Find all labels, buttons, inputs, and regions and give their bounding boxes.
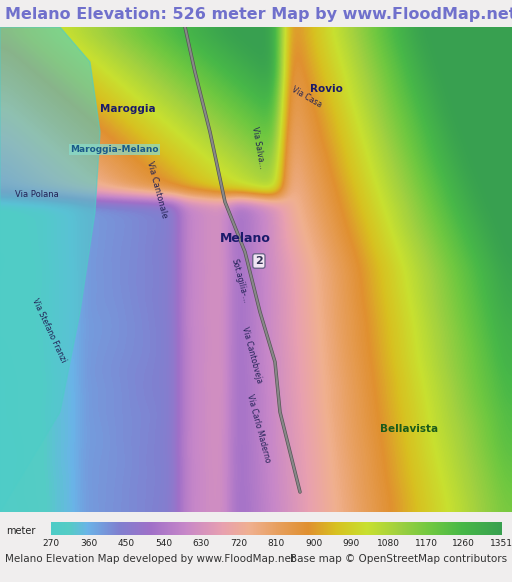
Text: 270: 270 bbox=[42, 538, 60, 548]
Text: 1260: 1260 bbox=[453, 538, 475, 548]
Text: 630: 630 bbox=[193, 538, 210, 548]
Text: 540: 540 bbox=[155, 538, 173, 548]
Text: Via Carlo Maderno: Via Carlo Maderno bbox=[245, 393, 272, 464]
Text: 1080: 1080 bbox=[377, 538, 400, 548]
Text: 900: 900 bbox=[305, 538, 323, 548]
Text: 450: 450 bbox=[118, 538, 135, 548]
Text: Via Casa: Via Casa bbox=[290, 84, 323, 109]
Text: Maroggia-Melano: Maroggia-Melano bbox=[70, 145, 159, 154]
Text: Bellavista: Bellavista bbox=[380, 424, 438, 434]
Text: Via Cantobveja: Via Cantobveja bbox=[240, 325, 264, 384]
Text: 360: 360 bbox=[80, 538, 97, 548]
Text: 2: 2 bbox=[255, 256, 263, 266]
Text: Sot.agilia-...: Sot.agilia-... bbox=[230, 257, 250, 304]
Text: Via Polana: Via Polana bbox=[15, 190, 59, 199]
Text: Via Cantonale: Via Cantonale bbox=[145, 160, 169, 219]
Text: 990: 990 bbox=[343, 538, 360, 548]
Text: 1170: 1170 bbox=[415, 538, 438, 548]
Text: meter: meter bbox=[7, 526, 36, 536]
Polygon shape bbox=[0, 27, 100, 512]
Text: Melano: Melano bbox=[220, 232, 271, 245]
Text: 810: 810 bbox=[268, 538, 285, 548]
Text: Via Salva...: Via Salva... bbox=[250, 126, 266, 169]
Text: Maroggia: Maroggia bbox=[100, 104, 156, 114]
Text: Via Stefano Franzi: Via Stefano Franzi bbox=[30, 297, 68, 364]
Text: Melano Elevation: 526 meter Map by www.FloodMap.net (beta): Melano Elevation: 526 meter Map by www.F… bbox=[5, 8, 512, 22]
Text: 720: 720 bbox=[230, 538, 247, 548]
Text: Base map © OpenStreetMap contributors: Base map © OpenStreetMap contributors bbox=[290, 554, 507, 564]
Text: 1351: 1351 bbox=[490, 538, 512, 548]
Text: Rovio: Rovio bbox=[310, 84, 343, 94]
Text: Melano Elevation Map developed by www.FloodMap.net: Melano Elevation Map developed by www.Fl… bbox=[5, 554, 295, 564]
